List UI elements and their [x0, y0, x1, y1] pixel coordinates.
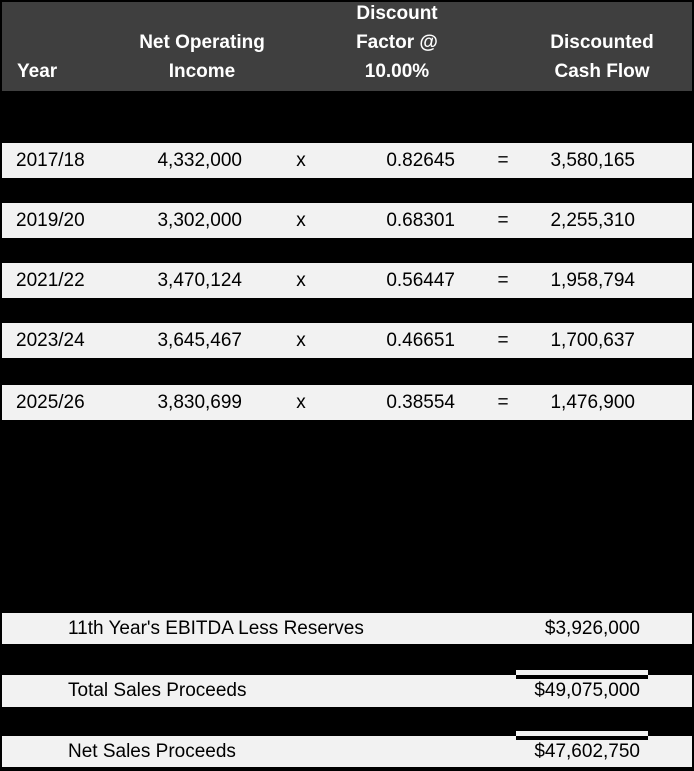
year-cell: 2025/26 [16, 392, 85, 413]
year-cell: 2023/24 [16, 330, 85, 351]
discounted-cash-flow-cell: 1,700,637 [550, 330, 635, 351]
discounted-cash-flow-cell: 2,255,310 [550, 210, 635, 231]
discounted-cash-flow-cell: 1,958,794 [550, 270, 635, 291]
header-cell-net-operating-income: Net Operating Income [139, 32, 265, 82]
multiply-sign: x [296, 210, 306, 231]
equals-sign: = [497, 392, 509, 413]
equals-sign: = [497, 210, 509, 231]
net-operating-income-cell: 3,830,699 [157, 392, 242, 413]
net-value-border-gap [516, 736, 648, 740]
table-row: 2021/22 3,470,124 x 0.56447 = 1,958,794 [2, 263, 692, 298]
summary-label: Total Sales Proceeds [68, 680, 247, 701]
discounted-cash-flow-cell: 1,476,900 [550, 392, 635, 413]
year-cell: 2019/20 [16, 210, 85, 231]
summary-label: Net Sales Proceeds [68, 740, 236, 762]
summary-row-net-sales-proceeds: Net Sales Proceeds $47,602,750 [2, 736, 692, 767]
summary-value: $49,075,000 [534, 680, 640, 701]
multiply-sign: x [296, 150, 306, 171]
net-operating-income-cell: 4,332,000 [157, 150, 242, 171]
header-cell-discount-factor: Discount Factor @ 10.00% [356, 3, 438, 82]
multiply-sign: x [296, 330, 306, 351]
equals-sign: = [497, 270, 509, 291]
net-operating-income-cell: 3,470,124 [157, 270, 242, 291]
discount-factor-cell: 0.68301 [386, 210, 455, 231]
discount-factor-cell: 0.46651 [386, 330, 455, 351]
summary-row-total-sales-proceeds: Total Sales Proceeds $49,075,000 [2, 675, 692, 707]
discount-factor-cell: 0.38554 [386, 392, 455, 413]
net-operating-income-cell: 3,645,467 [157, 330, 242, 351]
table-row: 2025/26 3,830,699 x 0.38554 = 1,476,900 [2, 385, 692, 420]
net-value-top-border [516, 731, 648, 736]
year-cell: 2017/18 [16, 150, 85, 171]
header-cell-year: Year [17, 61, 58, 82]
header-cell-discounted-cash-flow: Discounted Cash Flow [550, 32, 654, 82]
year-cell: 2021/22 [16, 270, 85, 291]
equals-sign: = [497, 330, 509, 351]
discount-factor-cell: 0.56447 [386, 270, 455, 291]
multiply-sign: x [296, 270, 306, 291]
net-operating-income-cell: 3,302,000 [157, 210, 242, 231]
table-row: 2023/24 3,645,467 x 0.46651 = 1,700,637 [2, 323, 692, 358]
discounted-cash-flow-cell: 3,580,165 [550, 150, 635, 171]
table-row: 2019/20 3,302,000 x 0.68301 = 2,255,310 [2, 203, 692, 238]
summary-value: $3,926,000 [544, 617, 640, 639]
total-value-top-border [516, 670, 648, 675]
equals-sign: = [497, 150, 509, 171]
table-row: 2017/18 4,332,000 x 0.82645 = 3,580,165 [2, 143, 692, 178]
discount-factor-cell: 0.82645 [386, 150, 455, 171]
summary-label: 11th Year's EBITDA Less Reserves [68, 617, 364, 639]
multiply-sign: x [296, 392, 306, 413]
table-header-row: Year Net Operating Income Discount Facto… [2, 2, 692, 91]
summary-value: $47,602,750 [534, 740, 640, 762]
summary-row-ebitda-less-reserves: 11th Year's EBITDA Less Reserves $3,926,… [2, 613, 692, 644]
total-value-border-gap [516, 675, 648, 679]
